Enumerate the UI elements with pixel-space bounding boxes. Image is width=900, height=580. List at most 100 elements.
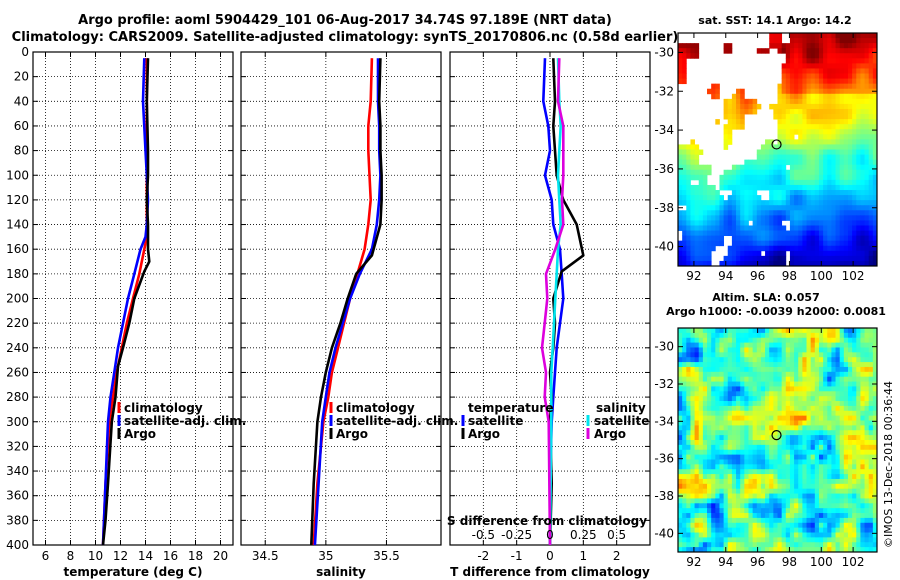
map-cell bbox=[835, 48, 841, 54]
map-cell bbox=[686, 205, 691, 211]
map-cell bbox=[852, 347, 857, 353]
map-cell bbox=[864, 215, 870, 221]
map-cell bbox=[831, 58, 836, 64]
map-cell bbox=[823, 420, 828, 426]
map-cell bbox=[806, 342, 812, 348]
map-cell bbox=[748, 230, 754, 237]
map-cell bbox=[864, 144, 870, 150]
map-cell bbox=[802, 38, 807, 44]
map-cell bbox=[702, 469, 708, 475]
map-cell bbox=[872, 454, 878, 460]
map-cell bbox=[765, 210, 770, 216]
map-cell bbox=[715, 342, 720, 348]
map-cell bbox=[723, 391, 729, 397]
map-cell bbox=[856, 169, 861, 176]
map-cell bbox=[731, 255, 737, 262]
map-cell bbox=[694, 240, 700, 247]
map-cell bbox=[765, 159, 770, 166]
map-cell bbox=[835, 357, 841, 363]
map-cell bbox=[781, 332, 787, 339]
map-cell bbox=[843, 139, 849, 145]
map-cell bbox=[872, 347, 878, 353]
map-cell bbox=[856, 449, 861, 456]
map-cell bbox=[719, 542, 725, 548]
map-cell bbox=[839, 134, 845, 140]
map-cell bbox=[839, 184, 845, 191]
map-cell bbox=[694, 444, 700, 451]
map-cell bbox=[760, 149, 766, 155]
map-cell bbox=[818, 93, 824, 100]
map-cell bbox=[760, 174, 766, 181]
map-cell bbox=[777, 488, 783, 494]
map-cell bbox=[860, 53, 865, 59]
map-cell bbox=[748, 376, 754, 382]
map-cell bbox=[769, 371, 774, 378]
map-cell bbox=[798, 38, 803, 44]
map-cell bbox=[719, 235, 725, 242]
map-cell bbox=[872, 435, 878, 441]
map-cell bbox=[839, 210, 845, 216]
map-cell bbox=[736, 225, 741, 231]
map-cell bbox=[814, 220, 820, 226]
map-cell bbox=[777, 210, 783, 216]
map-cell bbox=[769, 337, 774, 344]
legend-label: Argo bbox=[124, 427, 156, 441]
map-cell bbox=[785, 527, 791, 533]
map-cell bbox=[719, 430, 725, 436]
map-cell bbox=[719, 498, 725, 504]
map-cell bbox=[810, 260, 816, 267]
map-cell bbox=[707, 245, 712, 252]
map-cell bbox=[831, 459, 836, 465]
map-cell bbox=[727, 474, 733, 480]
map-lon-label: 92 bbox=[686, 269, 701, 283]
map-cell bbox=[847, 440, 853, 446]
map-cell bbox=[711, 381, 716, 387]
map-cell bbox=[765, 328, 770, 334]
map-cell bbox=[682, 415, 687, 421]
map-cell bbox=[727, 210, 733, 216]
map-cell bbox=[678, 73, 683, 79]
map-cell bbox=[711, 332, 716, 339]
map-cell bbox=[773, 210, 778, 216]
map-cell bbox=[831, 532, 836, 538]
map-cell bbox=[686, 425, 691, 431]
map-cell bbox=[752, 444, 758, 451]
map-cell bbox=[694, 184, 700, 191]
map-cell bbox=[785, 454, 791, 460]
map-cell bbox=[810, 33, 816, 39]
map-cell bbox=[781, 255, 787, 262]
map-cell bbox=[752, 230, 758, 237]
legend-label: climatology bbox=[336, 401, 415, 415]
map-cell bbox=[690, 184, 695, 191]
map-cell bbox=[868, 381, 874, 387]
map-cell bbox=[789, 459, 795, 465]
map-cell bbox=[831, 240, 836, 247]
map-cell bbox=[794, 139, 799, 145]
map-cell bbox=[765, 337, 770, 344]
map-cell bbox=[698, 513, 704, 519]
map-cell bbox=[810, 48, 816, 54]
map-cell bbox=[682, 235, 687, 242]
map-cell bbox=[773, 200, 778, 206]
map-cell bbox=[814, 68, 820, 74]
map-cell bbox=[839, 154, 845, 161]
map-cell bbox=[847, 381, 853, 387]
map-cell bbox=[839, 200, 845, 206]
map-cell bbox=[872, 215, 878, 221]
map-cell bbox=[773, 220, 778, 226]
map-cell bbox=[727, 362, 733, 368]
map-cell bbox=[781, 396, 787, 402]
map-cell bbox=[823, 498, 828, 504]
map-cell bbox=[872, 522, 878, 529]
map-cell bbox=[748, 210, 754, 216]
map-cell bbox=[698, 508, 704, 514]
map-cell bbox=[777, 352, 783, 358]
map-cell bbox=[856, 190, 861, 196]
map-cell bbox=[823, 33, 828, 39]
map-cell bbox=[839, 464, 845, 470]
map-cell bbox=[818, 139, 824, 145]
map-cell bbox=[827, 114, 832, 120]
map-cell bbox=[777, 220, 783, 226]
map-cell bbox=[736, 190, 741, 196]
